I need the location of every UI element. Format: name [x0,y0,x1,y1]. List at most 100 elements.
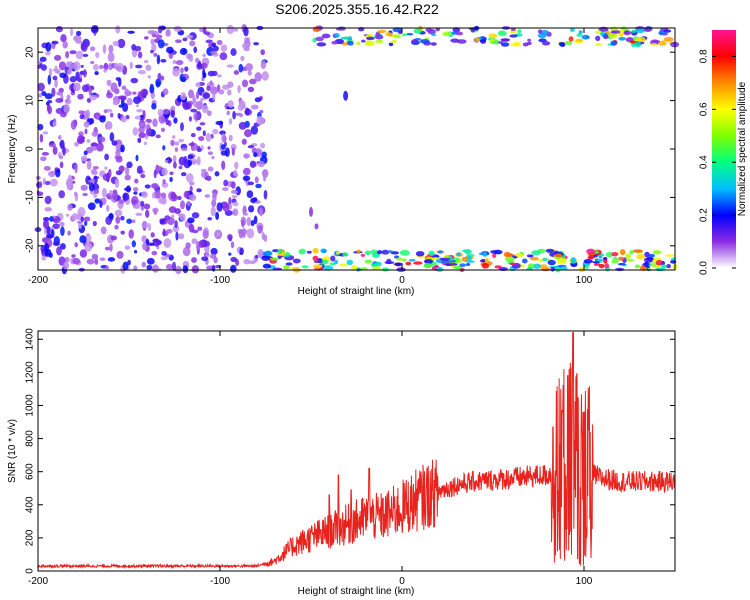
spectrogram-cell [187,217,195,224]
spectrogram-cell [361,39,366,43]
spectrogram-cell [117,95,126,100]
spectrogram-cell [144,209,150,218]
spectrogram-cell [150,38,155,45]
spectrogram-cell [192,160,196,165]
spectrogram-cell [413,28,423,34]
spectrogram-cell [484,257,489,263]
spectrogram-cell [461,256,468,262]
spectrogram-cell [185,242,191,249]
spectrogram-cell [364,250,371,256]
spectrogram-cell [215,211,220,220]
spectrogram-cell [65,51,70,59]
spectrogram-cell [103,109,108,114]
y-tick-label: 1400 [25,328,36,351]
spectrogram-cell [650,43,658,46]
spectrogram-cell [124,174,131,181]
spectrogram-cell [146,124,150,129]
x-tick-label: 100 [576,576,593,587]
spectrogram-cell [41,91,47,97]
spectrogram-cell [430,42,437,46]
spectrogram-cell [182,102,190,110]
spectrogram-cell [91,170,98,175]
spectrogram-cell [67,180,72,190]
spectrogram-cell [173,25,182,32]
spectrogram-cell [222,187,229,191]
spectrogram-cell [77,93,84,100]
spectrogram-cell [394,262,404,266]
spectrogram-cell [238,121,247,130]
spectrogram-cell [207,110,212,117]
spectrogram-cell [63,103,70,114]
spectrogram-cell [114,178,120,189]
spectrogram-cell [174,141,180,146]
spectrogram-cell [248,205,255,213]
spectrogram-cell [185,34,194,39]
spectrogram-cell [451,31,457,35]
spectrogram-cell [537,29,543,34]
spectrogram-cell [509,34,518,38]
spectrogram-cell [94,258,99,265]
spectrogram-cell [141,191,148,198]
spectrogram-cell [183,155,188,164]
spectrogram-cell [124,88,130,97]
spectrogram-cell [84,128,88,135]
spectrogram-cell [150,232,155,238]
spectrogram-cell [245,63,254,72]
spectrogram-cell [170,105,176,111]
spectrogram-cell [174,220,178,229]
spectrogram-cell [241,79,249,88]
spectrogram-cell [52,241,60,247]
spectrogram-cell [242,167,251,176]
spectrogram-cell [172,225,180,233]
spectrogram-cell [425,28,433,32]
spectrogram-cell [202,72,207,78]
spectrogram-cell [120,116,127,123]
spectrogram-cell [396,257,403,261]
spectrogram-cell [631,29,637,33]
spectrogram-cell [212,192,217,202]
spectrogram-cell [301,265,309,269]
spectrogram-cell [44,195,52,205]
spectrogram-cell [243,153,250,159]
spectrogram-cell [376,250,383,255]
spectrogram-cell [35,181,43,189]
spectrogram-cell [47,99,53,104]
spectrogram-cell [655,259,663,266]
spectrogram-cell [96,143,104,152]
y-tick-label: 600 [25,463,36,480]
spectrogram-cell [86,139,91,143]
spectrogram-cell [261,255,271,261]
spectrogram-cell [152,238,158,243]
spectrogram-cell [207,217,212,221]
spectrogram-cell [230,181,236,189]
spectrogram-cell [140,88,149,97]
spectrogram-cell [160,75,165,81]
spectrogram-cell [71,180,76,184]
spectrogram-cell [71,254,76,258]
x-tick-label: 0 [399,275,405,286]
spectrogram-cell [157,108,164,117]
spectrogram-cell [110,82,118,93]
spectrogram-cell [59,221,65,227]
spectrogram-cell [108,213,114,219]
spectrogram-cell [46,233,53,239]
spectrogram-cell [134,249,138,254]
spectrogram-cell [182,37,188,42]
spectrogram-cell [43,165,51,171]
spectrogram-cell [198,136,205,142]
spectrogram-cell [258,207,264,217]
spectrogram-cell [170,108,176,118]
spectrogram-cell [249,160,257,168]
spectrogram-cell [89,46,96,52]
spectrogram-cell [141,261,147,268]
spectrogram-cell [191,238,198,245]
spectrogram-cell [161,251,167,256]
spectrogram-cell [102,44,107,54]
colorbar-tick-label: 0.2 [699,208,710,222]
spectrogram-cell [54,78,58,88]
spectrogram-cell [240,55,245,62]
spectrogram-cell [611,30,621,34]
spectrogram-cell [195,114,200,120]
spectrogram-cell [64,256,70,263]
spectrogram-cell [581,34,590,40]
